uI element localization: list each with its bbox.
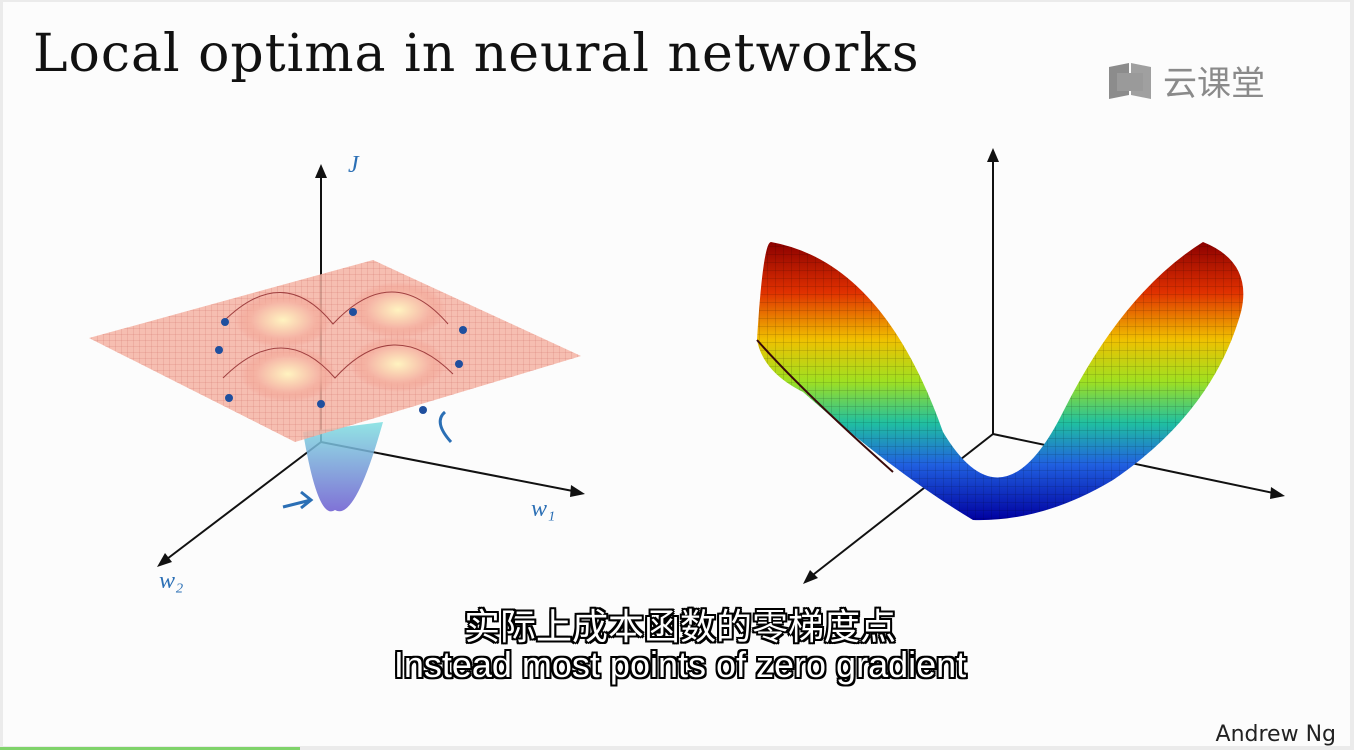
annotation-arrow (438, 410, 453, 444)
subtitle-chinese: 实际上成本函数的零梯度点 (463, 607, 896, 648)
saddle-surface-figure (756, 148, 1285, 584)
author-credit: Andrew Ng (1215, 722, 1336, 746)
w2-axis-label: w₂ (159, 568, 184, 594)
subtitle-english: Instead most points of zero gradient (393, 644, 967, 685)
brand-logo: 云课堂 (1107, 58, 1265, 104)
brand-text: 云课堂 (1163, 63, 1265, 104)
w1-axis-label: w₁ (531, 496, 556, 522)
local-optima-points (215, 308, 467, 414)
slide: Local optima in neural networks 云课堂 (3, 2, 1350, 746)
book-icon (1109, 63, 1151, 99)
j-axis-label: J (348, 152, 359, 178)
slide-title: Local optima in neural networks (33, 24, 920, 84)
annotation-arrow (282, 490, 314, 510)
horizontal-axis (992, 433, 1279, 495)
video-progress-bar[interactable] (0, 747, 300, 750)
depth-axis (808, 433, 994, 579)
deep-minimum-bowl (303, 422, 383, 512)
w2-axis (162, 441, 322, 563)
local-optima-surface-figure (89, 164, 585, 567)
